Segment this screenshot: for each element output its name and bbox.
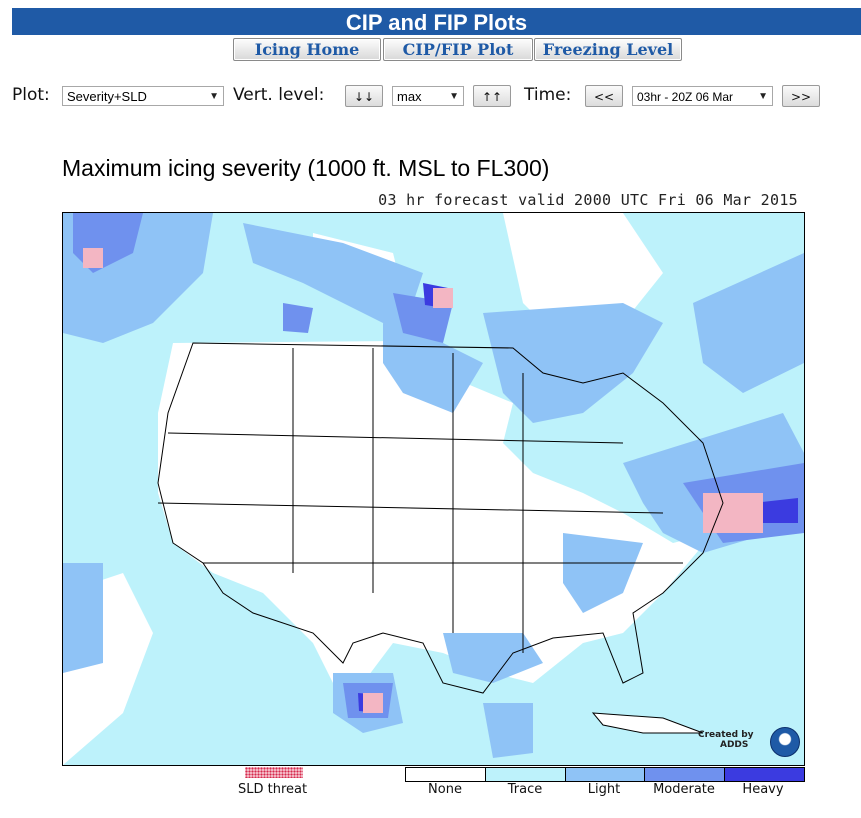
plot-select-value: Severity+SLD [67, 89, 147, 104]
time-select-value: 03hr - 20Z 06 Mar [637, 90, 734, 104]
plot-select[interactable]: Severity+SLD ▼ [62, 86, 224, 106]
map-credit-line2: ADDS [720, 740, 749, 750]
severity-legend [405, 767, 805, 782]
legend-label-moderate: Moderate [653, 782, 715, 797]
chevron-down-icon: ▼ [449, 91, 459, 102]
chevron-down-icon: ▼ [209, 91, 219, 102]
legend-swatch-none [406, 768, 486, 781]
map-credit: Created by ADDS [698, 730, 754, 750]
icing-map-graphic [63, 213, 804, 765]
sld-threat-swatch [245, 767, 303, 778]
legend-swatch-light [565, 768, 646, 781]
legend-label-light: Light [587, 782, 621, 797]
map-title: Maximum icing severity (1000 ft. MSL to … [62, 155, 550, 181]
vert-up-button[interactable]: ↑↑ [473, 85, 511, 107]
time-next-button[interactable]: >> [782, 85, 820, 107]
map-credit-line1: Created by [698, 730, 754, 740]
cip-fip-plot-button[interactable]: CIP/FIP Plot [383, 38, 533, 61]
time-label: Time: [524, 85, 572, 105]
time-select[interactable]: 03hr - 20Z 06 Mar ▼ [632, 86, 773, 106]
legend-label-none: None [428, 782, 462, 797]
vert-level-select-value: max [397, 89, 422, 104]
icing-home-button[interactable]: Icing Home [233, 38, 381, 61]
legend-swatch-moderate [645, 768, 726, 781]
freezing-level-button[interactable]: Freezing Level [534, 38, 682, 61]
chevron-down-icon: ▼ [758, 91, 768, 102]
legend-swatch-heavy [725, 768, 804, 781]
plot-label: Plot: [12, 85, 50, 105]
map-subtitle: 03 hr forecast valid 2000 UTC Fri 06 Mar… [378, 191, 798, 209]
icing-map [62, 212, 805, 766]
page-title: CIP and FIP Plots [12, 8, 861, 35]
vert-down-button[interactable]: ↓↓ [345, 85, 383, 107]
time-prev-button[interactable]: << [585, 85, 623, 107]
noaa-logo [770, 727, 800, 757]
sld-threat-label: SLD threat [238, 782, 308, 797]
legend-label-heavy: Heavy [742, 782, 784, 797]
legend-label-trace: Trace [507, 782, 543, 797]
vert-level-label: Vert. level: [233, 85, 325, 105]
vert-level-select[interactable]: max ▼ [392, 86, 464, 106]
legend-swatch-trace [485, 768, 566, 781]
